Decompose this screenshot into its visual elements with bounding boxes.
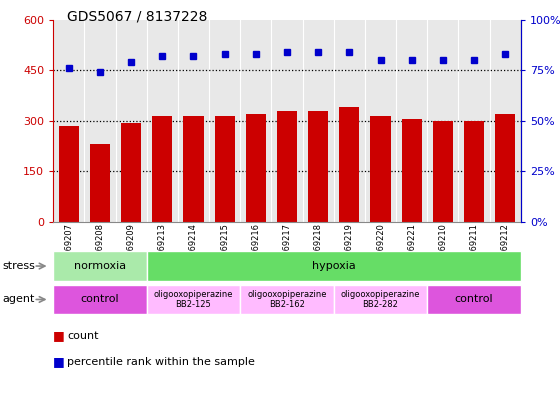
Bar	[59, 126, 79, 222]
Text: oligooxopiperazine
BB2-282: oligooxopiperazine BB2-282	[341, 290, 420, 309]
Bar	[152, 116, 172, 222]
Bar	[402, 119, 422, 222]
Text: oligooxopiperazine
BB2-125: oligooxopiperazine BB2-125	[154, 290, 233, 309]
Bar	[464, 121, 484, 222]
Text: control: control	[455, 294, 493, 305]
Text: ■: ■	[53, 329, 65, 343]
Text: control: control	[81, 294, 119, 305]
Bar	[308, 111, 328, 222]
Text: ■: ■	[53, 355, 65, 368]
Text: stress: stress	[3, 261, 36, 271]
Text: percentile rank within the sample: percentile rank within the sample	[67, 356, 255, 367]
Bar	[90, 145, 110, 222]
Bar	[495, 114, 515, 222]
Text: oligooxopiperazine
BB2-162: oligooxopiperazine BB2-162	[248, 290, 326, 309]
Text: normoxia: normoxia	[74, 261, 126, 271]
Bar	[339, 107, 360, 222]
Text: agent: agent	[3, 294, 35, 305]
Text: GDS5067 / 8137228: GDS5067 / 8137228	[67, 10, 208, 24]
Bar	[246, 114, 266, 222]
Bar	[370, 116, 391, 222]
Bar	[183, 116, 204, 222]
Bar	[214, 116, 235, 222]
Text: count: count	[67, 331, 99, 341]
Bar	[277, 111, 297, 222]
Bar	[433, 121, 453, 222]
Text: hypoxia: hypoxia	[312, 261, 356, 271]
Bar	[121, 123, 141, 222]
